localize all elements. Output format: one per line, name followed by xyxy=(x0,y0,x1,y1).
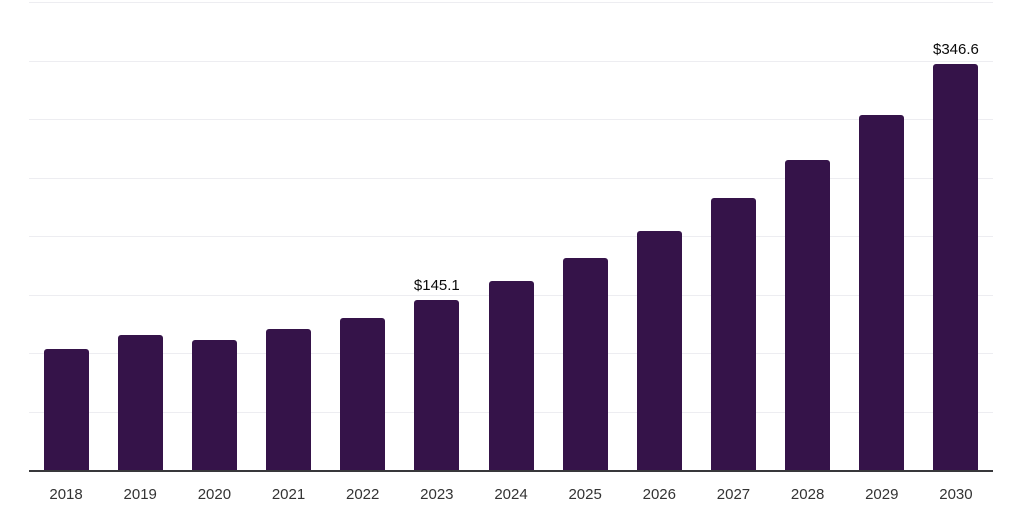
x-axis-label-2030: 2030 xyxy=(939,486,973,503)
x-axis-label-2029: 2029 xyxy=(865,486,899,503)
x-axis-label-2023: 2023 xyxy=(420,486,454,503)
x-axis-label-2027: 2027 xyxy=(716,486,751,503)
gridline xyxy=(29,119,993,120)
bar-2022 xyxy=(340,317,386,470)
bar-2025 xyxy=(562,257,608,470)
x-axis-label-2025: 2025 xyxy=(568,486,602,503)
bar-2019 xyxy=(117,334,163,470)
x-axis-label-2021: 2021 xyxy=(271,486,306,503)
gridline xyxy=(29,2,993,3)
bar-2024 xyxy=(488,281,534,470)
bar-2021 xyxy=(266,328,312,470)
gridline xyxy=(29,177,993,179)
x-axis-label-2028: 2028 xyxy=(790,486,825,503)
data-label-2030: $346.6 xyxy=(932,41,979,59)
x-axis-label-2019: 2019 xyxy=(123,486,157,503)
bar-2028 xyxy=(785,160,831,470)
x-axis-line xyxy=(29,470,993,472)
bar-2027 xyxy=(710,197,756,470)
data-label-2023: $145.1 xyxy=(413,277,460,295)
bar-2020 xyxy=(191,340,237,470)
x-axis-label-2024: 2024 xyxy=(494,486,528,503)
gridline xyxy=(29,60,993,62)
bar-2030 xyxy=(933,64,979,470)
x-axis-label-2018: 2018 xyxy=(49,486,83,503)
bar-2023 xyxy=(414,300,460,470)
x-axis-label-2026: 2026 xyxy=(642,486,676,503)
bar-2029 xyxy=(859,114,905,470)
x-axis-label-2022: 2022 xyxy=(346,486,380,503)
gridline xyxy=(29,236,993,237)
x-axis-label-2020: 2020 xyxy=(197,486,232,503)
bar-2026 xyxy=(636,230,682,470)
bar-2018 xyxy=(43,349,89,470)
